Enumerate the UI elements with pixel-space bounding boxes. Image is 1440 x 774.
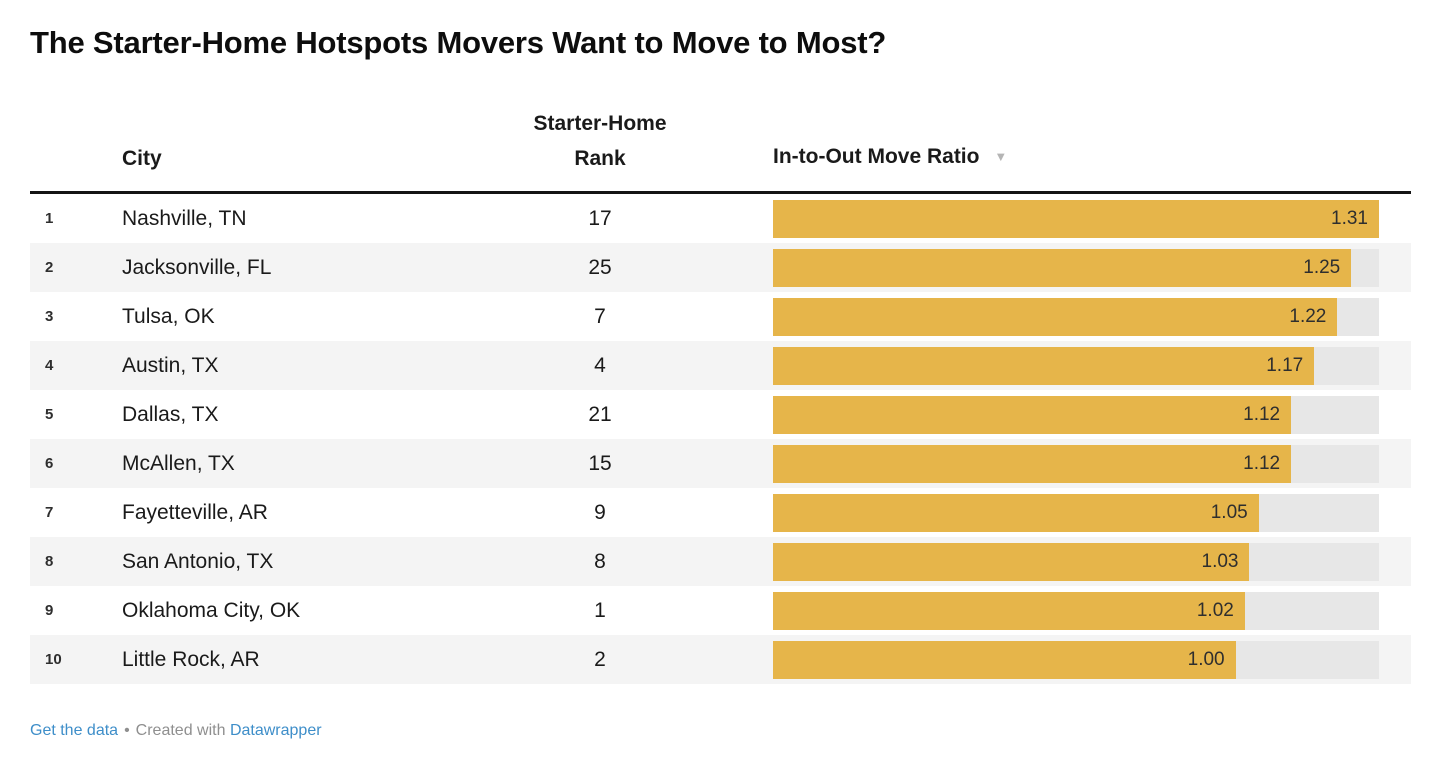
table-row: 5 Dallas, TX 21 1.12 xyxy=(30,390,1411,439)
move-ratio-cell: 1.17 xyxy=(773,346,1379,385)
bar-track: 1.12 xyxy=(773,444,1379,483)
table-row: 8 San Antonio, TX 8 1.03 xyxy=(30,537,1411,586)
city-cell: Jacksonville, FL xyxy=(122,255,272,279)
starter-home-rank-cell: 15 xyxy=(588,451,612,475)
ratio-bar: 1.25 xyxy=(773,248,1352,287)
starter-home-rank-cell: 4 xyxy=(594,353,606,377)
ratio-bar: 1.12 xyxy=(773,444,1292,483)
ratio-bar: 1.12 xyxy=(773,395,1292,434)
header-city-column[interactable]: City xyxy=(122,147,162,170)
city-cell: McAllen, TX xyxy=(122,451,235,475)
move-ratio-cell: 1.00 xyxy=(773,640,1379,679)
move-ratio-cell: 1.02 xyxy=(773,591,1379,630)
header-move-ratio-label: In-to-Out Move Ratio xyxy=(773,145,980,168)
starter-home-rank-cell: 17 xyxy=(588,206,612,230)
move-ratio-cell: 1.05 xyxy=(773,493,1379,532)
ratio-value-label: 1.25 xyxy=(1303,256,1341,278)
ratio-value-label: 1.02 xyxy=(1196,599,1234,621)
city-cell: San Antonio, TX xyxy=(122,549,274,573)
table-row: 9 Oklahoma City, OK 1 1.02 xyxy=(30,586,1411,635)
table-row: 6 McAllen, TX 15 1.12 xyxy=(30,439,1411,488)
table-row: 2 Jacksonville, FL 25 1.25 xyxy=(30,243,1411,292)
ratio-bar: 1.17 xyxy=(773,346,1315,385)
ratio-value-label: 1.05 xyxy=(1210,501,1248,523)
bar-track: 1.05 xyxy=(773,493,1379,532)
ratio-value-label: 1.12 xyxy=(1243,403,1281,425)
bar-track: 1.25 xyxy=(773,248,1379,287)
bar-track: 1.22 xyxy=(773,297,1379,336)
ratio-value-label: 1.31 xyxy=(1331,207,1368,229)
starter-home-rank-cell: 21 xyxy=(588,402,612,426)
rank-cell: 3 xyxy=(45,308,54,325)
city-cell: Austin, TX xyxy=(122,353,219,377)
rank-cell: 8 xyxy=(45,553,54,570)
rank-cell: 4 xyxy=(45,357,54,374)
table-row: 3 Tulsa, OK 7 1.22 xyxy=(30,292,1411,341)
datawrapper-link[interactable]: Datawrapper xyxy=(229,722,322,739)
ratio-value-label: 1.22 xyxy=(1289,305,1327,327)
created-with-text: Created with xyxy=(135,722,226,739)
ratio-value-label: 1.00 xyxy=(1187,648,1225,670)
city-cell: Dallas, TX xyxy=(122,402,219,426)
ratio-bar: 1.22 xyxy=(773,297,1338,336)
sort-descending-icon: ▼ xyxy=(994,149,1008,164)
rank-cell: 6 xyxy=(45,455,54,472)
rank-cell: 1 xyxy=(45,210,54,227)
move-ratio-cell: 1.12 xyxy=(773,444,1379,483)
city-cell: Little Rock, AR xyxy=(122,647,260,671)
rank-cell: 5 xyxy=(45,406,54,423)
city-cell: Oklahoma City, OK xyxy=(122,598,301,622)
move-ratio-cell: 1.31 xyxy=(773,199,1379,238)
move-ratio-cell: 1.22 xyxy=(773,297,1379,336)
table-row: 10 Little Rock, AR 2 1.00 xyxy=(30,635,1411,684)
footer-separator: • xyxy=(124,722,130,739)
bar-track: 1.03 xyxy=(773,542,1379,581)
ratio-bar: 1.05 xyxy=(773,493,1259,532)
bar-track: 1.31 xyxy=(773,199,1379,238)
header-starter-home-rank-column[interactable]: Starter-Home Rank xyxy=(533,112,667,170)
bar-track: 1.12 xyxy=(773,395,1379,434)
table-row: 4 Austin, TX 4 1.17 xyxy=(30,341,1411,390)
table-body: 1 Nashville, TN 17 1.31 2 Jacksonville, … xyxy=(30,194,1411,684)
rank-cell: 10 xyxy=(45,651,62,668)
ratio-bar: 1.00 xyxy=(773,640,1236,679)
table-row: 7 Fayetteville, AR 9 1.05 xyxy=(30,488,1411,537)
rank-cell: 7 xyxy=(45,504,54,521)
table-row: 1 Nashville, TN 17 1.31 xyxy=(30,194,1411,243)
chart-footer: Get the data • Created with Datawrapper xyxy=(30,722,1411,740)
move-ratio-cell: 1.03 xyxy=(773,542,1379,581)
move-ratio-cell: 1.25 xyxy=(773,248,1379,287)
city-cell: Nashville, TN xyxy=(122,206,247,230)
starter-home-rank-cell: 2 xyxy=(594,647,606,671)
header-move-ratio-column[interactable]: In-to-Out Move Ratio ▼ xyxy=(773,139,1379,176)
chart-title: The Starter-Home Hotspots Movers Want to… xyxy=(30,25,887,60)
starter-home-rank-cell: 8 xyxy=(594,549,606,573)
bar-track: 1.17 xyxy=(773,346,1379,385)
get-the-data-link[interactable]: Get the data xyxy=(30,722,119,739)
ratio-bar: 1.31 xyxy=(773,199,1379,238)
ratio-bar: 1.03 xyxy=(773,542,1250,581)
starter-home-rank-cell: 9 xyxy=(594,500,606,524)
starter-home-rank-cell: 1 xyxy=(594,598,606,622)
move-ratio-cell: 1.12 xyxy=(773,395,1379,434)
city-cell: Tulsa, OK xyxy=(122,304,215,328)
ratio-value-label: 1.12 xyxy=(1243,452,1281,474)
starter-home-rank-cell: 25 xyxy=(588,255,612,279)
table-header-row: City Starter-Home Rank In-to-Out Move Ra… xyxy=(30,106,1411,194)
rank-cell: 2 xyxy=(45,259,54,276)
bar-track: 1.00 xyxy=(773,640,1379,679)
city-cell: Fayetteville, AR xyxy=(122,500,268,524)
rank-cell: 9 xyxy=(45,602,54,619)
ratio-bar: 1.02 xyxy=(773,591,1245,630)
ratio-value-label: 1.17 xyxy=(1266,354,1304,376)
bar-track: 1.02 xyxy=(773,591,1379,630)
starter-home-rank-cell: 7 xyxy=(594,304,606,328)
ratio-value-label: 1.03 xyxy=(1201,550,1239,572)
